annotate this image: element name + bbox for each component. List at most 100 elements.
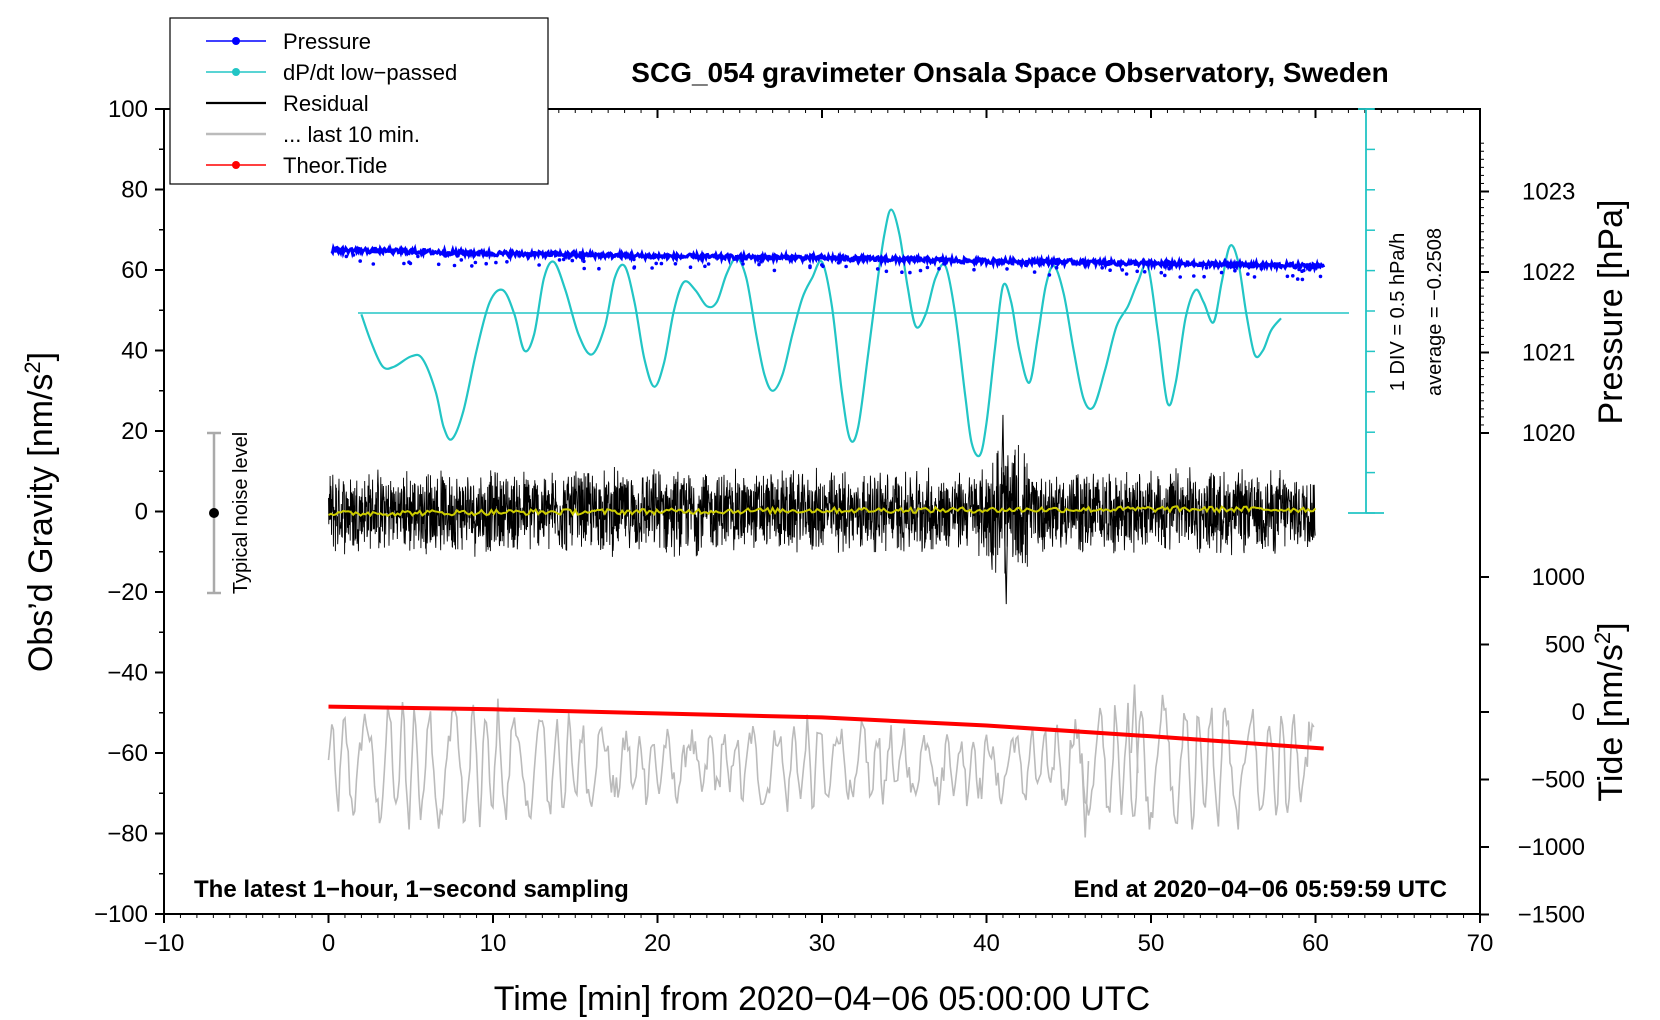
- pressure-point: [706, 262, 711, 266]
- last-10-min-peak: [1130, 684, 1139, 774]
- pressure-point: [459, 258, 464, 262]
- pressure-point: [402, 261, 406, 266]
- pressure-point: [570, 258, 575, 263]
- pressure-point: [358, 259, 363, 263]
- tide-axis-title-sup: 2: [1590, 632, 1615, 644]
- pressure-point: [1100, 266, 1104, 270]
- pressure-point: [772, 268, 777, 273]
- noise-level-bar: [207, 431, 221, 595]
- pressure-point: [452, 263, 457, 268]
- tide-axis-ticks: 1000 500 0 −500 −1000 −1500: [1480, 564, 1585, 929]
- residual-extremes: [1000, 414, 1009, 605]
- y-tick-label: 40: [121, 338, 148, 365]
- theoretical-tide-series: [328, 704, 1324, 751]
- tide-axis-title-end: ]: [1592, 622, 1630, 631]
- pressure-point: [1135, 269, 1139, 274]
- x-tick-label: 10: [480, 930, 507, 957]
- legend-swatch-marker: [232, 68, 240, 76]
- legend-label: Theor.Tide: [283, 153, 387, 178]
- tide-axis-title: Tide [nm/s2]: [1590, 622, 1630, 801]
- pressure-point: [1300, 277, 1305, 282]
- pressure-point: [1124, 272, 1129, 276]
- residual-smoothed-series: [328, 505, 1317, 518]
- pressure-tick-label: 1020: [1522, 420, 1575, 447]
- pressure-point: [673, 262, 678, 266]
- pressure-point: [1202, 274, 1206, 279]
- tide-tick-label: 0: [1572, 699, 1585, 726]
- pressure-point: [688, 265, 693, 270]
- pressure-point: [741, 262, 745, 266]
- dpdt-series: [360, 208, 1282, 458]
- sampling-annotation: The latest 1−hour, 1−second sampling: [194, 876, 629, 903]
- tide-line: [328, 704, 1324, 751]
- y-tick-label: −60: [107, 740, 148, 767]
- pressure-point: [582, 259, 586, 264]
- x-tick-label: 0: [322, 930, 335, 957]
- x-tick-label: −10: [144, 930, 185, 957]
- noise-level-label: Typical noise level: [230, 432, 252, 594]
- pressure-point: [884, 269, 889, 274]
- pressure-point: [1167, 266, 1171, 271]
- pressure-point: [1291, 274, 1295, 278]
- y-axis-title: Obs’d Gravity [nm/s2]: [20, 352, 60, 672]
- pressure-point: [371, 262, 376, 266]
- pressure-point: [537, 263, 541, 267]
- residual-smoothed-line: [328, 505, 1317, 518]
- y-tick-label: −100: [94, 901, 148, 928]
- tide-tick-label: 500: [1545, 632, 1585, 659]
- legend-box: [169, 17, 549, 185]
- pressure-point: [1192, 274, 1196, 278]
- tide-tick-label: −500: [1531, 767, 1585, 794]
- y-tick-label: −20: [107, 579, 148, 606]
- pressure-point: [1163, 265, 1167, 269]
- pressure-point: [473, 260, 478, 265]
- pressure-point: [1252, 275, 1257, 279]
- pressure-point: [1307, 267, 1312, 272]
- y-axis-ticks: −100 −80 −60 −40 −20 0 20 40 60 80 100: [94, 96, 164, 928]
- pressure-point: [1054, 266, 1059, 270]
- pressure-point: [875, 267, 880, 271]
- pressure-point: [937, 266, 941, 271]
- pressure-point: [561, 257, 566, 262]
- pressure-point: [1142, 270, 1147, 274]
- last-10-min-line: [327, 694, 1315, 830]
- pressure-point: [821, 264, 825, 269]
- pressure-tick-label: 1022: [1522, 259, 1575, 286]
- pressure-point: [844, 264, 848, 269]
- dpdt-average-label: average = −0.2508: [1424, 228, 1446, 396]
- chart-title: SCG_054 gravimeter Onsala Space Observat…: [631, 57, 1388, 88]
- end-time-annotation: End at 2020−04−06 05:59:59 UTC: [1073, 876, 1447, 903]
- pressure-tick-label: 1023: [1522, 179, 1575, 206]
- pressure-point: [351, 253, 356, 257]
- legend-swatch-marker: [232, 37, 240, 45]
- pressure-point: [1295, 277, 1300, 281]
- pressure-axis-title: Pressure [hPa]: [1592, 200, 1630, 425]
- pressure-point: [632, 257, 636, 262]
- pressure-point: [567, 256, 571, 260]
- pressure-point: [836, 261, 841, 265]
- pressure-point: [557, 258, 562, 262]
- legend-label: ... last 10 min.: [283, 122, 420, 147]
- pressure-point: [344, 254, 349, 259]
- pressure-point: [1108, 268, 1112, 273]
- x-tick-label: 60: [1302, 930, 1329, 957]
- x-tick-label: 30: [809, 930, 836, 957]
- y-tick-label: −40: [107, 660, 148, 687]
- pressure-point: [1219, 270, 1224, 275]
- pressure-point: [436, 262, 441, 267]
- pressure-point: [808, 265, 812, 270]
- pressure-point: [581, 256, 586, 261]
- pressure-point: [1285, 274, 1290, 279]
- pressure-point: [1163, 273, 1167, 278]
- pressure-point: [470, 264, 474, 268]
- y-tick-label: 0: [135, 499, 148, 526]
- dpdt-line: [360, 208, 1282, 458]
- pressure-point: [1024, 263, 1028, 268]
- x-axis-title: Time [min] from 2020−04−06 05:00:00 UTC: [494, 980, 1150, 1018]
- pressure-point: [407, 260, 411, 265]
- y-tick-label: 60: [121, 257, 148, 284]
- pressure-point: [1159, 270, 1164, 275]
- pressure-point: [494, 260, 498, 265]
- x-tick-label: 70: [1467, 930, 1494, 957]
